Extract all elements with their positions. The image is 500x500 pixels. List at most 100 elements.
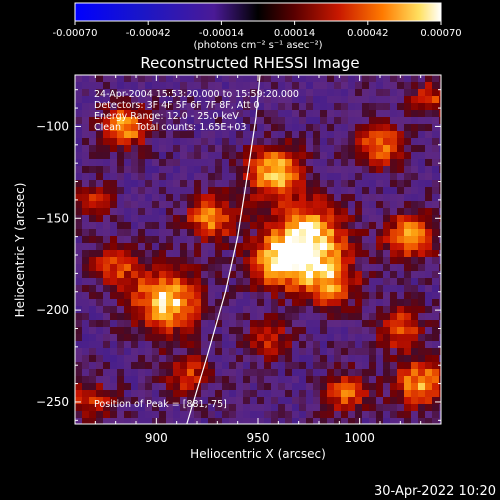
heatmap-cell (89, 173, 96, 180)
heatmap-cell (250, 397, 257, 404)
heatmap-cell (138, 173, 145, 180)
heatmap-cell (229, 138, 236, 145)
heatmap-cell (439, 390, 441, 397)
heatmap-cell (96, 306, 103, 313)
heatmap-cell (313, 306, 320, 313)
heatmap-cell (152, 320, 159, 327)
heatmap-cell (145, 299, 152, 306)
heatmap-cell (334, 187, 341, 194)
heatmap-cell (103, 96, 110, 103)
heatmap-cell (313, 404, 320, 411)
heatmap-cell (299, 334, 306, 341)
heatmap-cell (271, 124, 278, 131)
heatmap-cell (397, 257, 404, 264)
heatmap-cell (348, 313, 355, 320)
heatmap-cell (390, 306, 397, 313)
heatmap-cell (236, 96, 243, 103)
heatmap-cell (173, 292, 180, 299)
heatmap-cell (187, 348, 194, 355)
heatmap-cell (327, 278, 334, 285)
heatmap-cell (313, 117, 320, 124)
heatmap-cell (208, 299, 215, 306)
heatmap-cell (397, 159, 404, 166)
heatmap-cell (236, 215, 243, 222)
heatmap-cell (131, 243, 138, 250)
heatmap-cell (439, 250, 441, 257)
heatmap-cell (194, 362, 201, 369)
heatmap-cell (159, 250, 166, 257)
heatmap-cell (425, 243, 432, 250)
heatmap-cell (320, 110, 327, 117)
heatmap-cell (201, 173, 208, 180)
heatmap-cell (145, 180, 152, 187)
heatmap-cell (341, 257, 348, 264)
heatmap-cell (243, 362, 250, 369)
heatmap-cell (201, 278, 208, 285)
heatmap-cell (166, 334, 173, 341)
heatmap-cell (432, 299, 439, 306)
heatmap-cell (145, 250, 152, 257)
heatmap-cell (257, 285, 264, 292)
heatmap-cell (180, 152, 187, 159)
heatmap-cell (236, 166, 243, 173)
heatmap-cell (236, 124, 243, 131)
heatmap-cell (194, 257, 201, 264)
heatmap-cell (229, 292, 236, 299)
heatmap-cell (278, 257, 285, 264)
heatmap-cell (348, 201, 355, 208)
heatmap-cell (313, 362, 320, 369)
heatmap-cell (215, 145, 222, 152)
heatmap-cell (313, 278, 320, 285)
heatmap-cell (152, 131, 159, 138)
heatmap-cell (292, 334, 299, 341)
heatmap-cell (110, 383, 117, 390)
heatmap-cell (236, 89, 243, 96)
heatmap-cell (432, 236, 439, 243)
heatmap-cell (271, 292, 278, 299)
heatmap-cell (334, 383, 341, 390)
heatmap-cell (348, 355, 355, 362)
heatmap-cell (432, 334, 439, 341)
heatmap-cell (390, 271, 397, 278)
heatmap-cell (250, 243, 257, 250)
heatmap-cell (187, 404, 194, 411)
heatmap-cell (194, 89, 201, 96)
heatmap-cell (236, 271, 243, 278)
heatmap-cell (271, 411, 278, 418)
heatmap-cell (369, 369, 376, 376)
heatmap-cell (82, 355, 89, 362)
heatmap-cell (103, 117, 110, 124)
heatmap-cell (264, 355, 271, 362)
heatmap-cell (306, 131, 313, 138)
heatmap-cell (236, 117, 243, 124)
heatmap-cell (439, 271, 441, 278)
heatmap-cell (180, 264, 187, 271)
heatmap-cell (278, 369, 285, 376)
heatmap-cell (383, 236, 390, 243)
heatmap-cell (299, 103, 306, 110)
heatmap-cell (208, 82, 215, 89)
heatmap-cell (411, 103, 418, 110)
heatmap-cell (152, 397, 159, 404)
heatmap-cell (229, 362, 236, 369)
heatmap-cell (124, 215, 131, 222)
heatmap-cell (173, 383, 180, 390)
heatmap-cell (383, 299, 390, 306)
heatmap-cell (348, 159, 355, 166)
heatmap-cell (75, 376, 82, 383)
heatmap-cell (369, 131, 376, 138)
heatmap-cell (341, 383, 348, 390)
heatmap-cell (201, 257, 208, 264)
heatmap-cell (439, 166, 441, 173)
heatmap-cell (327, 201, 334, 208)
heatmap-cell (313, 320, 320, 327)
heatmap-cell (75, 341, 82, 348)
heatmap-cell (306, 341, 313, 348)
heatmap-cell (362, 75, 369, 82)
heatmap-cell (243, 166, 250, 173)
heatmap-cell (257, 138, 264, 145)
heatmap-cell (341, 411, 348, 418)
heatmap-cell (82, 292, 89, 299)
heatmap-cell (334, 173, 341, 180)
